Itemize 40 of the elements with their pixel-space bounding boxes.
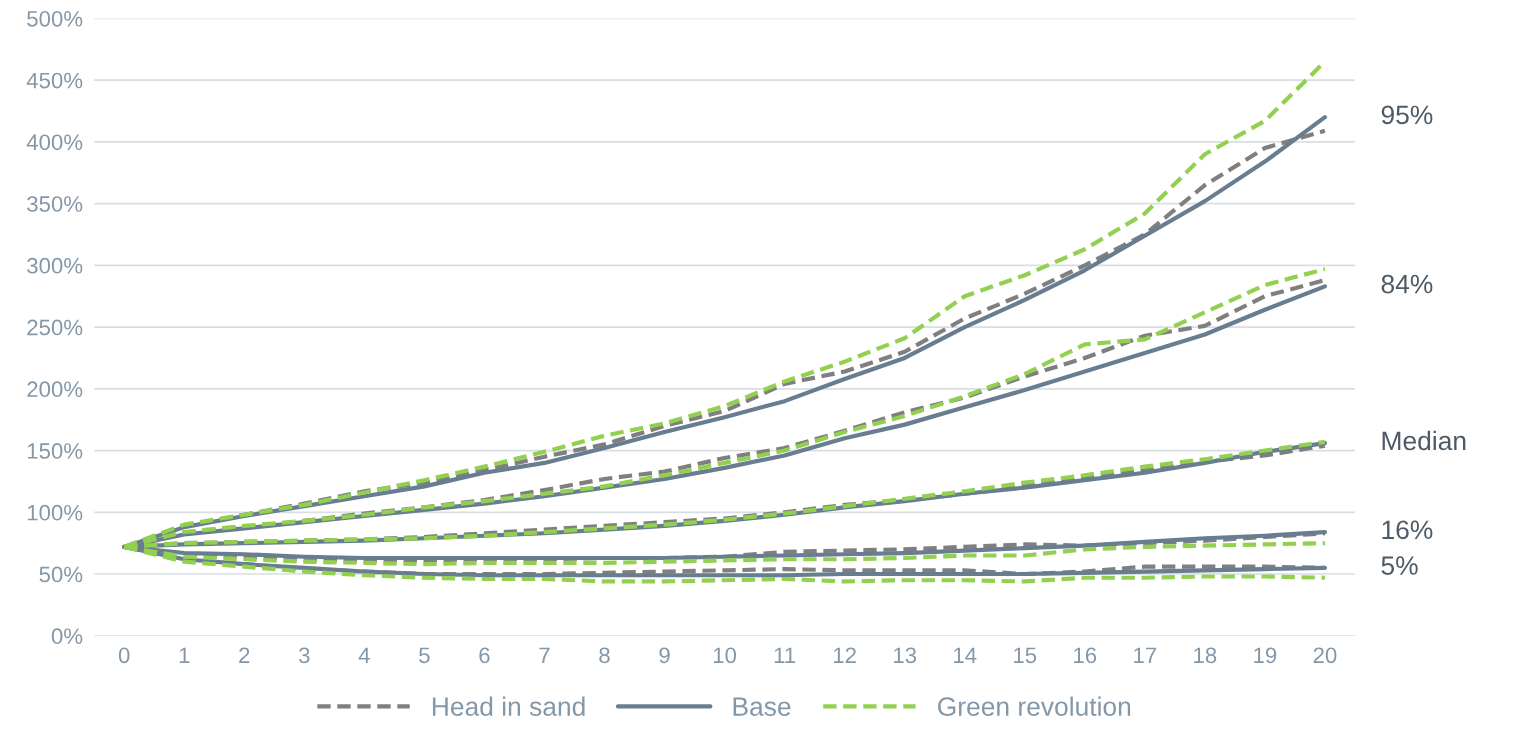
y-tick-label: 150% (27, 443, 83, 459)
y-tick-label: 400% (26, 134, 83, 151)
x-tick-label: 19 (1254, 647, 1277, 664)
x-tick-label: 7 (539, 647, 550, 663)
x-tick-label: 6 (479, 647, 490, 664)
y-tick-label: 300% (27, 257, 83, 274)
x-tick-label: 14 (954, 647, 977, 663)
x-tick-label: 15 (1014, 647, 1037, 664)
y-tick-label: 350% (27, 196, 83, 212)
legend-label: Head in sand (432, 696, 585, 716)
x-tick-label: 0 (118, 647, 130, 664)
text: 5% (1381, 556, 1418, 575)
x-tick-label: 18 (1194, 647, 1217, 664)
y-tick-label: 250% (27, 319, 83, 336)
x-tick-label: 9 (659, 647, 670, 664)
y-tick-label: 450% (26, 72, 83, 89)
y-tick-label: 500% (27, 10, 83, 27)
x-tick-label: 4 (358, 647, 370, 663)
legend-label: Base (733, 697, 791, 716)
y-tick-label: 100% (27, 504, 83, 521)
y-tick-label: 50% (39, 566, 83, 583)
x-tick-label: 13 (894, 647, 917, 664)
x-tick-label: 1 (179, 647, 190, 663)
text: 84% (1381, 274, 1433, 294)
x-tick-label: 5 (419, 647, 430, 664)
x-tick-label: 16 (1074, 647, 1097, 664)
x-tick-label: 20 (1313, 647, 1337, 664)
y-tick-label: 200% (27, 381, 83, 398)
x-tick-label: 12 (833, 647, 856, 663)
x-tick-label: 3 (298, 647, 310, 664)
x-tick-label: 8 (599, 647, 610, 664)
x-tick-label: 10 (713, 647, 737, 664)
text: 16% (1382, 520, 1433, 540)
x-tick-label: 2 (239, 647, 250, 663)
legend-label: Green revolution (938, 696, 1131, 716)
y-tick-label: 0% (51, 628, 83, 645)
x-tick-label: 17 (1134, 647, 1157, 663)
text: 95% (1381, 105, 1433, 125)
x-tick-label: 11 (774, 647, 796, 663)
text: Median (1382, 430, 1466, 451)
